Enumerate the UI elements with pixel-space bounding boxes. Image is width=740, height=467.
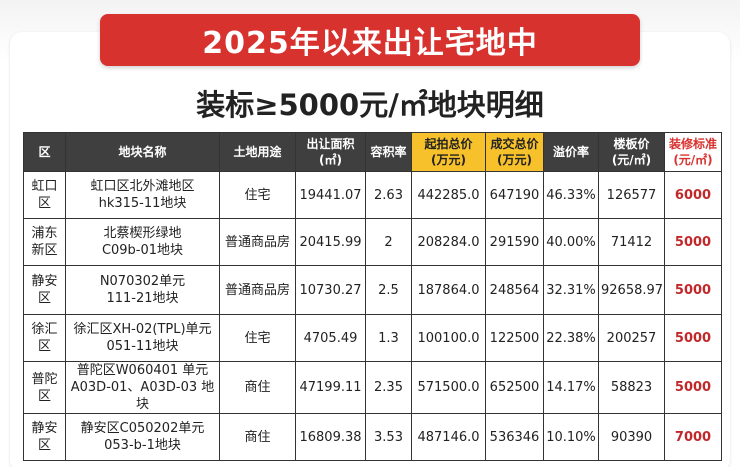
table-row: 静安区 静安区C050202单元 053-b-1地块 商住 16809.38 3.… [23, 413, 722, 461]
cell-start-price: 208284.0 [411, 218, 486, 266]
cell-decoration-standard: 5000 [664, 314, 722, 362]
cell-area: 47199.11 [295, 361, 366, 414]
cell-parcel-name: 普陀区W060401 单元 A03D-01、A03D-03 地块 [65, 361, 220, 414]
cell-premium-rate: 32.31% [543, 265, 599, 315]
cell-plot-ratio: 1.3 [365, 314, 412, 362]
cell-premium-rate: 14.17% [543, 361, 599, 414]
cell-deal-price: 647190 [485, 171, 544, 219]
cell-start-price: 187864.0 [411, 265, 486, 315]
cell-floor-price: 200257 [598, 314, 665, 362]
cell-land-use: 普通商品房 [219, 265, 296, 315]
header-plot-ratio: 容积率 [365, 132, 412, 172]
cell-start-price: 100100.0 [411, 314, 486, 362]
cell-deal-price: 248564 [485, 265, 544, 315]
cell-district: 普陀区 [23, 361, 66, 414]
cell-land-use: 住宅 [219, 171, 296, 219]
cell-deal-price: 291590 [485, 218, 544, 266]
cell-premium-rate: 46.33% [543, 171, 599, 219]
cell-deal-price: 122500 [485, 314, 544, 362]
cell-start-price: 487146.0 [411, 413, 486, 461]
cell-district: 静安区 [23, 413, 66, 461]
cell-premium-rate: 22.38% [543, 314, 599, 362]
cell-plot-ratio: 3.53 [365, 413, 412, 461]
cell-area: 10730.27 [295, 265, 366, 315]
cell-plot-ratio: 2 [365, 218, 412, 266]
cell-premium-rate: 40.00% [543, 218, 599, 266]
cell-decoration-standard: 6000 [664, 171, 722, 219]
table-row: 徐汇区 徐汇区XH-02(TPL)单元 051-11地块 住宅 4705.49 1… [23, 314, 722, 362]
cell-floor-price: 58823 [598, 361, 665, 414]
cell-land-use: 普通商品房 [219, 218, 296, 266]
cell-plot-ratio: 2.5 [365, 265, 412, 315]
cell-district: 虹口区 [23, 171, 66, 219]
cell-decoration-standard: 5000 [664, 361, 722, 414]
table-row: 静安区 N070302单元 111-21地块 普通商品房 10730.27 2.5… [23, 265, 722, 315]
title-banner: 2025年以来出让宅地中 [100, 14, 640, 66]
cell-deal-price: 536346 [485, 413, 544, 461]
header-start-price: 起拍总价 (万元) [411, 132, 486, 172]
cell-decoration-standard: 5000 [664, 218, 722, 266]
land-parcel-table: 区 地块名称 土地用途 出让面积 (㎡) 容积率 起拍总价 (万元) 成交总价 (万元… [23, 132, 722, 461]
cell-decoration-standard: 5000 [664, 265, 722, 315]
cell-area: 16809.38 [295, 413, 366, 461]
cell-area: 19441.07 [295, 171, 366, 219]
cell-land-use: 住宅 [219, 314, 296, 362]
cell-parcel-name: 静安区C050202单元 053-b-1地块 [65, 413, 220, 461]
cell-parcel-name: N070302单元 111-21地块 [65, 265, 220, 315]
table-row: 虹口区 虹口区北外滩地区 hk315-11地块 住宅 19441.07 2.63 … [23, 171, 722, 219]
cell-start-price: 571500.0 [411, 361, 486, 414]
table-row: 浦东 新区 北蔡楔形绿地 C09b-01地块 普通商品房 20415.99 2 20… [23, 218, 722, 266]
cell-plot-ratio: 2.63 [365, 171, 412, 219]
cell-deal-price: 652500 [485, 361, 544, 414]
table-subtitle: 装标≥5000元/㎡地块明细 [196, 88, 544, 122]
cell-district: 静安区 [23, 265, 66, 315]
cell-plot-ratio: 2.35 [365, 361, 412, 414]
cell-floor-price: 92658.97 [598, 265, 665, 315]
table-row: 普陀区 普陀区W060401 单元 A03D-01、A03D-03 地块 商住 4… [23, 361, 722, 414]
cell-parcel-name: 徐汇区XH-02(TPL)单元 051-11地块 [65, 314, 220, 362]
header-parcel-name: 地块名称 [65, 132, 220, 172]
header-premium-rate: 溢价率 [543, 132, 599, 172]
cell-floor-price: 71412 [598, 218, 665, 266]
cell-district: 浦东 新区 [23, 218, 66, 266]
header-land-use: 土地用途 [219, 132, 296, 172]
cell-area: 20415.99 [295, 218, 366, 266]
table-header-row: 区 地块名称 土地用途 出让面积 (㎡) 容积率 起拍总价 (万元) 成交总价 (万元… [23, 132, 722, 172]
cell-parcel-name: 虹口区北外滩地区 hk315-11地块 [65, 171, 220, 219]
cell-land-use: 商住 [219, 413, 296, 461]
header-decoration-standard: 装修标准 (元/㎡) [664, 132, 722, 172]
header-floor-price: 楼板价 (元/㎡) [598, 132, 665, 172]
cell-start-price: 442285.0 [411, 171, 486, 219]
cell-district: 徐汇区 [23, 314, 66, 362]
cell-floor-price: 90390 [598, 413, 665, 461]
cell-land-use: 商住 [219, 361, 296, 414]
cell-decoration-standard: 7000 [664, 413, 722, 461]
cell-parcel-name: 北蔡楔形绿地 C09b-01地块 [65, 218, 220, 266]
header-deal-price: 成交总价 (万元) [485, 132, 544, 172]
banner-title: 2025年以来出让宅地中 [202, 26, 538, 61]
cell-premium-rate: 10.10% [543, 413, 599, 461]
header-area: 出让面积 (㎡) [295, 132, 366, 172]
cell-area: 4705.49 [295, 314, 366, 362]
cell-floor-price: 126577 [598, 171, 665, 219]
header-district: 区 [23, 132, 66, 172]
